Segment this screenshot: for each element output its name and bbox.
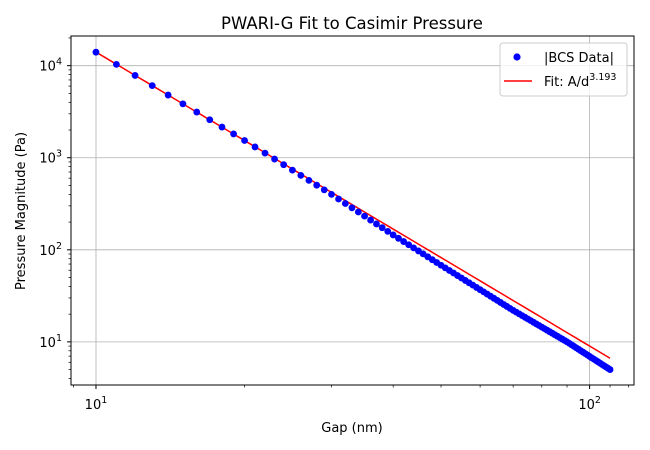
plot-frame: [70, 35, 635, 386]
data-point: [348, 204, 356, 212]
axis-ticks: 101 102 101 102 103 104: [39, 37, 630, 413]
y-axis-label: Pressure Magnitude (Pa): [14, 132, 29, 290]
data-point: [313, 181, 321, 189]
data-point: [148, 82, 156, 90]
data-point: [193, 108, 201, 116]
data-point: [341, 200, 349, 207]
x-axis-label: Gap (nm): [321, 421, 382, 436]
y-tick-label: 101: [39, 333, 62, 351]
y-tick-label: 104: [39, 57, 62, 75]
data-point: [389, 231, 397, 239]
data-point: [367, 216, 374, 224]
data-point: [378, 224, 386, 232]
data-point: [297, 171, 305, 179]
data-point: [218, 123, 226, 131]
legend-label-fit-exponent: 3.193: [589, 72, 616, 83]
data-point: [241, 137, 248, 144]
data-point: [230, 130, 237, 138]
data-point: [361, 212, 368, 220]
data-point: [131, 72, 139, 79]
data-point: [251, 143, 259, 151]
data-point: [206, 116, 214, 124]
data-point: [335, 195, 342, 203]
data-point: [261, 149, 269, 157]
legend-label-fit: Fit: A/d3.193: [544, 72, 616, 90]
data-point: [280, 161, 288, 169]
data-point: [179, 100, 187, 108]
data-point: [289, 166, 296, 174]
data-point: [113, 60, 120, 68]
legend-label-bcs-data: |BCS Data|: [544, 51, 614, 66]
data-point: [384, 227, 392, 235]
data-point: [400, 238, 408, 245]
data-point: [92, 48, 100, 56]
legend-marker-bcs-data: [513, 53, 521, 61]
legend: |BCS Data| Fit: A/d3.193: [499, 42, 628, 97]
data-point: [320, 186, 328, 194]
y-tick-label: 102: [39, 241, 62, 259]
legend-box: [499, 42, 628, 97]
data-point: [328, 190, 335, 198]
x-tick-label: 101: [85, 395, 108, 413]
data-point: [405, 241, 413, 249]
data-point: [606, 366, 614, 373]
data-point: [164, 91, 172, 99]
chart-title: PWARI-G Fit to Casimir Pressure: [221, 14, 483, 33]
data-points: [92, 48, 614, 373]
data-point: [305, 176, 313, 184]
data-point: [354, 208, 362, 216]
data-point: [373, 220, 380, 228]
data-point: [395, 234, 402, 242]
data-point: [271, 155, 278, 163]
y-tick-label: 103: [39, 149, 62, 167]
x-tick-label: 102: [578, 395, 601, 413]
